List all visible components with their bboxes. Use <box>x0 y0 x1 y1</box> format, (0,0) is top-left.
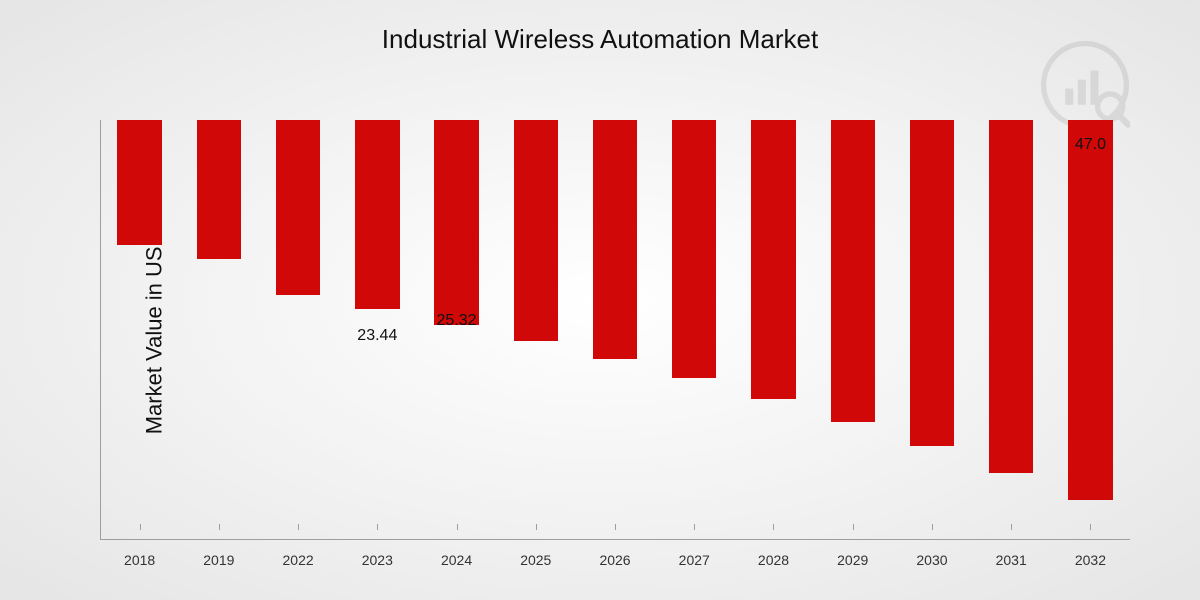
x-tick-label: 2031 <box>972 552 1051 568</box>
bar-slot: 47.0 <box>1051 120 1130 540</box>
bar-value-label: 25.32 <box>417 312 496 330</box>
x-tick-label: 2025 <box>496 552 575 568</box>
chart-plot-area: 23.4425.3247.0 2018201920222023202420252… <box>100 120 1130 540</box>
bar <box>910 120 954 446</box>
bar-value-label: 23.44 <box>338 327 417 345</box>
bar <box>514 120 558 341</box>
x-tick-label: 2024 <box>417 552 496 568</box>
bar <box>434 120 478 325</box>
bar-slot <box>179 120 258 540</box>
bar <box>989 120 1033 473</box>
bar-slot: 25.32 <box>417 120 496 540</box>
x-tick-label: 2030 <box>892 552 971 568</box>
bar-slot <box>496 120 575 540</box>
bar-slot <box>655 120 734 540</box>
x-tick-label: 2018 <box>100 552 179 568</box>
watermark-logo-icon <box>1040 40 1130 130</box>
bar <box>593 120 637 359</box>
bar-slot <box>258 120 337 540</box>
bar-value-label: 47.0 <box>1051 136 1130 154</box>
x-tick-label: 2023 <box>338 552 417 568</box>
chart-title: Industrial Wireless Automation Market <box>0 24 1200 55</box>
x-tick-label: 2028 <box>734 552 813 568</box>
bar-slot <box>972 120 1051 540</box>
x-tick-label: 2027 <box>655 552 734 568</box>
x-tick-label: 2019 <box>179 552 258 568</box>
bar <box>117 120 161 245</box>
x-ticks-container: 2018201920222023202420252026202720282029… <box>100 552 1130 568</box>
bar <box>672 120 716 378</box>
bar <box>831 120 875 422</box>
bar <box>751 120 795 399</box>
x-tick-label: 2026 <box>575 552 654 568</box>
bar-slot <box>813 120 892 540</box>
bars-container: 23.4425.32 47.0 <box>100 120 1130 540</box>
x-tick-label: 2032 <box>1051 552 1130 568</box>
bar <box>197 120 241 259</box>
x-tick-label: 2022 <box>258 552 337 568</box>
bar <box>1068 120 1112 500</box>
bar-slot: 23.44 <box>338 120 417 540</box>
x-tick-label: 2029 <box>813 552 892 568</box>
bar-slot <box>892 120 971 540</box>
bar-slot <box>100 120 179 540</box>
bar <box>276 120 320 295</box>
bar-slot <box>734 120 813 540</box>
bar-slot <box>575 120 654 540</box>
bar <box>355 120 399 309</box>
